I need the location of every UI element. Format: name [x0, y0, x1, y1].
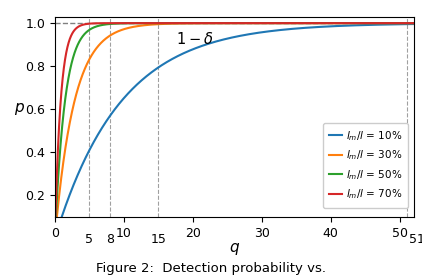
$l_m/l$ = 10%	[411, 22, 416, 26]
$l_m/l$ = 30%	[359, 21, 364, 25]
$l_m/l$ = 10%	[324, 25, 329, 28]
$l_m/l$ = 50%	[54, 215, 59, 218]
$l_m/l$ = 30%	[411, 21, 416, 25]
$l_m/l$ = 50%	[330, 21, 335, 25]
$l_m/l$ = 30%	[227, 21, 232, 25]
$l_m/l$ = 10%	[137, 81, 142, 84]
Text: 51: 51	[409, 233, 422, 246]
Y-axis label: $p$: $p$	[14, 101, 25, 117]
$l_m/l$ = 70%	[260, 21, 265, 25]
$l_m/l$ = 10%	[256, 31, 261, 34]
Line: $l_m/l$ = 50%: $l_m/l$ = 50%	[56, 23, 414, 216]
Text: Figure 2:  Detection probability vs.: Figure 2: Detection probability vs.	[96, 262, 326, 275]
$l_m/l$ = 30%	[243, 21, 248, 25]
$l_m/l$ = 50%	[411, 21, 416, 25]
$l_m/l$ = 50%	[409, 21, 414, 25]
$l_m/l$ = 10%	[342, 24, 347, 27]
$l_m/l$ = 30%	[320, 21, 325, 25]
$l_m/l$ = 30%	[235, 21, 241, 25]
Legend: $l_m/l$ = 10%, $l_m/l$ = 30%, $l_m/l$ = 50%, $l_m/l$ = 70%: $l_m/l$ = 10%, $l_m/l$ = 30%, $l_m/l$ = …	[323, 123, 408, 208]
$l_m/l$ = 30%	[54, 215, 60, 219]
$l_m/l$ = 10%	[222, 38, 227, 41]
Text: 15: 15	[150, 233, 166, 246]
$l_m/l$ = 50%	[266, 21, 271, 25]
Text: 8: 8	[106, 233, 114, 246]
$l_m/l$ = 30%	[197, 22, 202, 25]
Line: $l_m/l$ = 10%: $l_m/l$ = 10%	[62, 24, 414, 217]
$l_m/l$ = 50%	[335, 21, 340, 25]
Line: $l_m/l$ = 30%: $l_m/l$ = 30%	[57, 23, 414, 217]
$l_m/l$ = 50%	[81, 33, 87, 36]
$l_m/l$ = 50%	[315, 21, 320, 25]
Text: 5: 5	[85, 233, 93, 246]
$l_m/l$ = 70%	[114, 21, 119, 25]
$l_m/l$ = 70%	[53, 215, 58, 219]
$l_m/l$ = 50%	[57, 159, 62, 163]
$l_m/l$ = 10%	[368, 23, 373, 26]
Text: $1 - \delta$: $1 - \delta$	[176, 31, 213, 47]
$l_m/l$ = 70%	[411, 21, 416, 25]
Line: $l_m/l$ = 70%: $l_m/l$ = 70%	[55, 23, 414, 217]
$l_m/l$ = 70%	[183, 21, 188, 25]
$l_m/l$ = 70%	[231, 21, 236, 25]
$l_m/l$ = 10%	[59, 215, 64, 219]
$l_m/l$ = 70%	[212, 21, 217, 25]
X-axis label: $q$: $q$	[229, 241, 240, 257]
$l_m/l$ = 70%	[223, 21, 228, 25]
$l_m/l$ = 70%	[267, 21, 272, 25]
